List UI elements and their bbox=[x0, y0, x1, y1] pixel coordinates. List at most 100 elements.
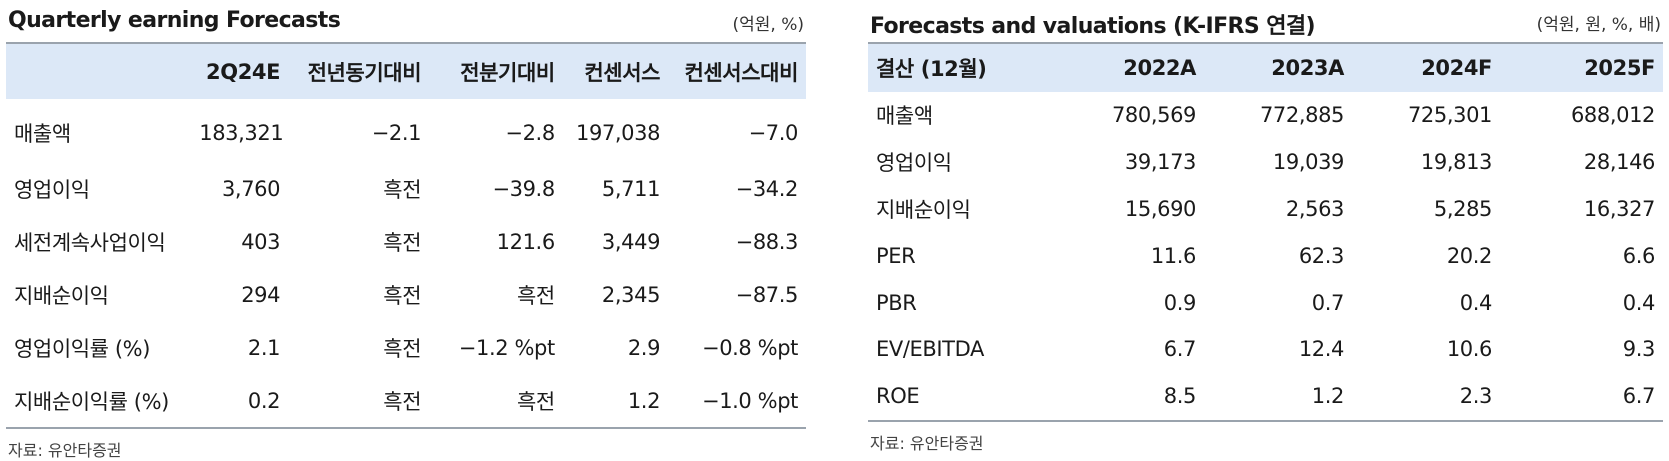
cell: 10.6 bbox=[1446, 337, 1493, 362]
unit-label: (억원, %) bbox=[732, 15, 804, 35]
row-label: 지배순이익률 (%) bbox=[6, 374, 192, 429]
cell: 725,301 bbox=[1407, 103, 1492, 128]
cell: −34.2 bbox=[735, 176, 799, 201]
cell: 5,711 bbox=[601, 176, 661, 201]
valuation-panel: Forecasts and valuations (K-IFRS 연결) (억원… bbox=[868, 0, 1663, 454]
cell: 780,569 bbox=[1111, 103, 1196, 128]
cell: 1.2 bbox=[562, 374, 669, 429]
cell: −2.8 bbox=[505, 120, 555, 145]
table-row: 지배순이익 294 흑전 흑전 2,345 −87.5 bbox=[6, 268, 806, 321]
cell: 1.2 bbox=[1204, 372, 1352, 422]
header-cell: 2Q24E bbox=[191, 42, 289, 99]
cell: 11.6 bbox=[1150, 243, 1197, 268]
row-label: 지배순이익 bbox=[14, 283, 109, 308]
cell: −2.1 bbox=[371, 120, 422, 145]
cell: 20.2 bbox=[1446, 243, 1493, 268]
quarterly-forecast-table: 2Q24E 전년동기대비 전분기대비 컨센서스 컨센서스대비 매출액 183,3… bbox=[6, 42, 806, 429]
panel-header: Forecasts and valuations (K-IFRS 연결) (억원… bbox=[868, 0, 1663, 42]
header-row: 2Q24E 전년동기대비 전분기대비 컨센서스 컨센서스대비 bbox=[6, 42, 806, 99]
table-row: ROE 8.5 1.2 2.3 6.7 bbox=[868, 372, 1663, 422]
row-label: 지배순이익 bbox=[876, 197, 971, 222]
source-note: 자료: 유안타증권 bbox=[870, 433, 984, 453]
cell: 흑전 bbox=[383, 177, 422, 202]
cell: −7.0 bbox=[748, 120, 799, 145]
header-cell bbox=[6, 42, 192, 99]
unit-label: (억원, 원, %, 배) bbox=[1536, 15, 1661, 35]
table-row: 영업이익 39,173 19,039 19,813 28,146 bbox=[868, 139, 1663, 186]
cell: 6.7 bbox=[1163, 337, 1197, 362]
row-label: PER bbox=[876, 243, 916, 268]
cell: 0.4 bbox=[1622, 290, 1656, 315]
source-note: 자료: 유안타증권 bbox=[8, 441, 122, 460]
table-row: 매출액 780,569 772,885 725,301 688,012 bbox=[868, 92, 1663, 139]
cell: 16,327 bbox=[1583, 196, 1655, 221]
header-cell: 전분기대비 bbox=[429, 42, 563, 99]
quarterly-forecast-panel: Quarterly earning Forecasts (억원, %) 2Q24… bbox=[6, 0, 806, 461]
row-label: 영업이익률 (%) bbox=[14, 336, 151, 361]
header-cell: 2023A bbox=[1204, 42, 1352, 92]
cell: −87.5 bbox=[735, 282, 799, 307]
cell: 0.9 bbox=[1163, 290, 1197, 315]
cell: 403 bbox=[241, 229, 281, 254]
table-row: 영업이익률 (%) 2.1 흑전 −1.2 %pt 2.9 −0.8 %pt bbox=[6, 321, 806, 374]
cell: 8.5 bbox=[1051, 372, 1204, 422]
cell: 2,345 bbox=[601, 282, 661, 307]
header-cell: 전년동기대비 bbox=[288, 42, 430, 99]
cell: 19,039 bbox=[1272, 150, 1344, 175]
header-cell: 결산 (12월) bbox=[868, 42, 1051, 92]
cell: −39.8 bbox=[492, 176, 555, 201]
cell: 흑전 bbox=[429, 374, 563, 429]
header-cell: 컨센서스 bbox=[562, 42, 669, 99]
cell: 772,885 bbox=[1259, 103, 1344, 128]
cell: −1.0 %pt bbox=[668, 374, 806, 429]
cell: 197,038 bbox=[576, 120, 661, 145]
cell: 28,146 bbox=[1583, 150, 1655, 175]
row-label: 영업이익 bbox=[14, 177, 90, 202]
panel-title: Forecasts and valuations (K-IFRS 연결) bbox=[870, 14, 1316, 39]
row-label: EV/EBITDA bbox=[876, 337, 984, 362]
row-label: 매출액 bbox=[14, 121, 71, 146]
cell: 흑전 bbox=[516, 283, 555, 308]
header-cell: 2022A bbox=[1051, 42, 1204, 92]
cell: −1.2 %pt bbox=[458, 335, 555, 360]
row-label: 세전계속사업이익 bbox=[14, 230, 166, 255]
cell: 흑전 bbox=[383, 230, 422, 255]
panel-title: Quarterly earning Forecasts bbox=[8, 8, 341, 33]
cell: 흑전 bbox=[383, 336, 422, 361]
cell: 121.6 bbox=[496, 229, 556, 254]
header-row: 결산 (12월) 2022A 2023A 2024F 2025F bbox=[868, 42, 1663, 92]
header-cell: 2025F bbox=[1500, 42, 1663, 92]
cell: 2,563 bbox=[1285, 196, 1345, 221]
cell: 5,285 bbox=[1433, 196, 1493, 221]
cell: 0.7 bbox=[1311, 290, 1345, 315]
cell: 6.6 bbox=[1622, 243, 1656, 268]
cell: 2.3 bbox=[1352, 372, 1500, 422]
panel-header: Quarterly earning Forecasts (억원, %) bbox=[6, 0, 806, 42]
table-row: 세전계속사업이익 403 흑전 121.6 3,449 −88.3 bbox=[6, 215, 806, 268]
cell: 12.4 bbox=[1298, 337, 1345, 362]
table-row: PER 11.6 62.3 20.2 6.6 bbox=[868, 232, 1663, 279]
cell: 0.2 bbox=[191, 374, 289, 429]
cell: 흑전 bbox=[383, 283, 422, 308]
cell: 183,321 bbox=[199, 120, 284, 145]
table-row: PBR 0.9 0.7 0.4 0.4 bbox=[868, 279, 1663, 326]
cell: 2.9 bbox=[627, 335, 661, 360]
cell: 0.4 bbox=[1459, 290, 1493, 315]
cell: 688,012 bbox=[1570, 103, 1655, 128]
row-label: 영업이익 bbox=[876, 151, 952, 176]
cell: 62.3 bbox=[1298, 243, 1345, 268]
table-row: 지배순이익률 (%) 0.2 흑전 흑전 1.2 −1.0 %pt bbox=[6, 374, 806, 429]
cell: 15,690 bbox=[1124, 196, 1196, 221]
table-row: 매출액 183,321 −2.1 −2.8 197,038 −7.0 bbox=[6, 99, 806, 162]
cell: 2.1 bbox=[247, 335, 281, 360]
row-label: PBR bbox=[876, 290, 917, 315]
cell: 6.7 bbox=[1500, 372, 1663, 422]
header-cell: 2024F bbox=[1352, 42, 1500, 92]
row-label: ROE bbox=[868, 372, 1051, 422]
table-row: 지배순이익 15,690 2,563 5,285 16,327 bbox=[868, 186, 1663, 233]
header-cell: 컨센서스대비 bbox=[668, 42, 806, 99]
cell: 흑전 bbox=[288, 374, 430, 429]
cell: 19,813 bbox=[1420, 150, 1492, 175]
cell: 9.3 bbox=[1622, 337, 1656, 362]
cell: 3,760 bbox=[221, 176, 281, 201]
